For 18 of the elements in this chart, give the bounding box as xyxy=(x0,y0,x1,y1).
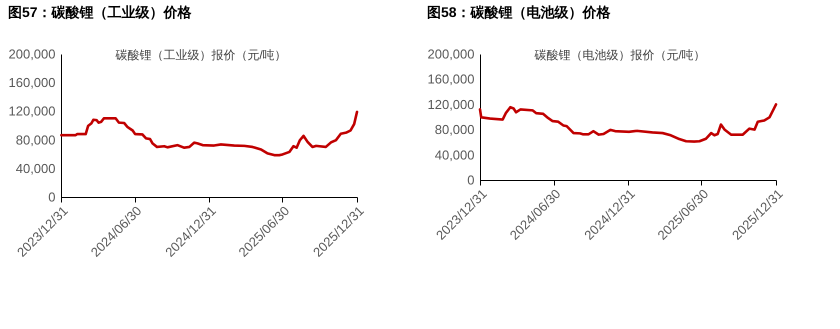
line-series xyxy=(60,110,358,156)
y-tick-label: 120,000 xyxy=(8,104,56,119)
y-tick-label: 0 xyxy=(48,190,56,204)
y-tick-label: 120,000 xyxy=(428,96,474,112)
y-tick-label: 160,000 xyxy=(428,72,474,87)
y-tick-label: 200,000 xyxy=(428,46,474,62)
annotation: 碳酸锂（电池级）报价（元/吨） xyxy=(533,48,706,62)
y-tick-label: 80,000 xyxy=(434,122,474,138)
line-series xyxy=(478,103,778,143)
y-tick-label: 160,000 xyxy=(8,75,56,90)
y-tick-label: 200,000 xyxy=(8,46,56,62)
y-tick-label: 40,000 xyxy=(434,147,474,162)
chart-title: 图58：碳酸锂（电池级）价格 xyxy=(427,4,612,20)
annotation: 碳酸锂（工业级）报价（元/吨） xyxy=(114,48,287,62)
chart-title: 图57：碳酸锂（工业级）价格 xyxy=(8,4,193,20)
y-tick-label: 0 xyxy=(467,172,474,188)
y-tick-label: 40,000 xyxy=(16,160,56,176)
y-tick-label: 80,000 xyxy=(16,132,56,148)
